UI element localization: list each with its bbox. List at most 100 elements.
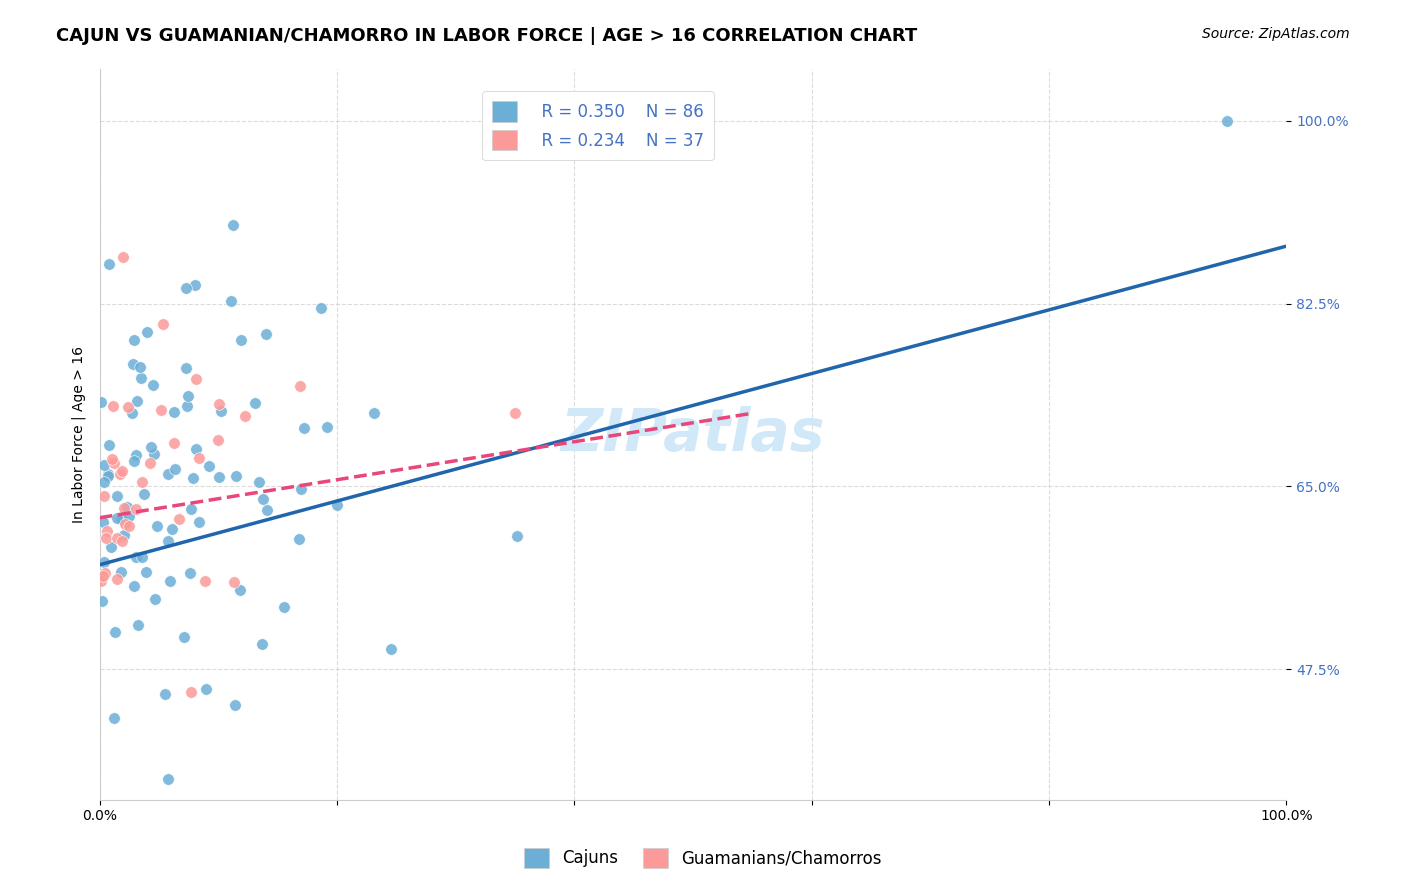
Point [115,500,138,515]
Point [250,637,273,651]
Point [156,467,179,482]
Point [129,359,152,374]
Point [132,486,155,500]
Point [163,462,186,476]
Point [159,574,181,589]
Point [104,624,127,639]
Point [122,333,145,347]
Point [91,569,114,583]
Point [103,711,125,725]
Point [118,519,141,533]
Point [1216,113,1239,128]
Point [125,502,148,516]
Point [90,394,112,409]
Point [173,631,195,645]
Point [186,372,208,386]
Point [292,420,315,434]
Point [131,549,153,564]
Point [105,511,128,525]
Point [180,501,202,516]
Point [97,467,120,482]
Point [229,333,252,347]
Point [152,317,174,331]
Point [112,500,135,515]
Point [188,451,211,466]
Point [174,360,197,375]
Point [110,467,132,481]
Point [290,378,312,392]
Point [114,517,136,532]
Point [96,524,118,538]
Point [94,566,117,581]
Point [309,301,332,315]
Point [326,499,349,513]
Point [94,532,117,546]
Point [90,593,112,607]
Point [139,457,162,471]
Point [184,442,207,456]
Point [125,550,148,565]
Point [127,618,149,632]
Point [93,489,115,503]
Point [163,405,186,419]
Point [122,358,145,372]
Point [129,370,152,384]
Point [143,592,166,607]
Point [93,515,115,529]
Point [90,574,112,588]
Point [105,489,128,503]
Point [209,404,232,418]
Point [93,555,115,569]
Point [111,533,134,548]
Point [363,405,385,419]
Point [100,451,122,466]
Point [503,406,526,420]
Legend: Cajuns, Guamanians/Chamorros: Cajuns, Guamanians/Chamorros [517,841,889,875]
Point [117,400,139,414]
Y-axis label: In Labor Force | Age > 16: In Labor Force | Age > 16 [72,345,86,523]
Point [228,582,250,597]
Point [256,503,278,517]
Point [188,516,211,530]
Point [208,470,231,484]
Point [93,458,115,472]
Point [184,278,207,293]
Point [208,397,231,411]
Point [110,565,132,579]
Point [131,475,153,490]
Point [125,394,148,409]
Point [122,579,145,593]
Point [163,436,186,450]
Point [181,471,204,485]
Point [142,447,165,461]
Point [252,491,274,506]
Point [153,687,176,701]
Point [380,642,402,657]
Point [273,599,295,614]
Point [142,378,165,392]
Point [122,453,145,467]
Point [219,293,242,308]
Point [193,574,215,588]
Legend:   R = 0.350    N = 86,   R = 0.234    N = 37: R = 0.350 N = 86, R = 0.234 N = 37 [482,92,714,161]
Point [225,468,247,483]
Point [222,574,245,589]
Point [112,250,135,264]
Point [105,531,128,545]
Text: Source: ZipAtlas.com: Source: ZipAtlas.com [1202,27,1350,41]
Point [167,512,190,526]
Point [97,438,120,452]
Point [105,572,128,586]
Point [198,458,221,473]
Point [288,532,311,546]
Point [180,685,202,699]
Point [207,433,229,447]
Point [103,399,125,413]
Point [233,409,256,423]
Point [96,469,118,483]
Point [146,518,169,533]
Point [136,325,159,339]
Text: ZIPatlas: ZIPatlas [561,406,825,463]
Point [110,512,132,526]
Point [135,566,157,580]
